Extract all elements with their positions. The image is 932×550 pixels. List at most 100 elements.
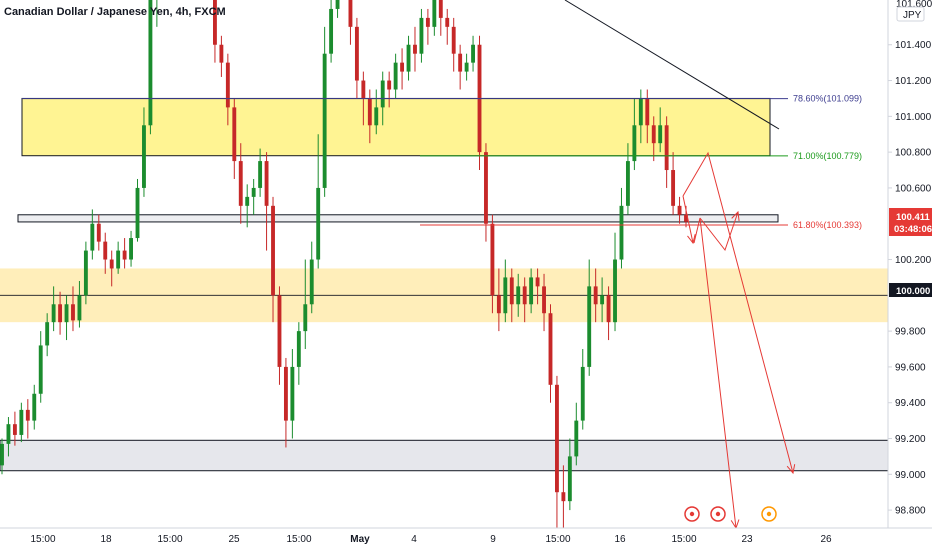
- candle-body: [522, 286, 527, 305]
- price-tick-label: 101.200: [895, 76, 932, 87]
- candle-body: [438, 0, 443, 18]
- candle-body: [367, 98, 372, 126]
- last-price-badge: [889, 208, 932, 236]
- last-price-value: 100.411: [896, 212, 931, 223]
- candle-body: [387, 80, 392, 90]
- candle-body: [290, 366, 295, 421]
- candle-body: [535, 277, 540, 287]
- zones-layer: [0, 97, 889, 472]
- economic-event-dot: [689, 511, 695, 517]
- candle-body: [625, 161, 630, 206]
- time-tick-label: 15:00: [671, 534, 696, 545]
- candle-body: [587, 286, 592, 367]
- price-tick-label: 100.800: [895, 148, 932, 159]
- currency-label: JPY: [903, 10, 922, 21]
- projection-path[interactable]: [693, 217, 737, 529]
- projection-path[interactable]: [682, 195, 694, 244]
- time-tick-label: 15:00: [286, 534, 311, 545]
- time-axis-panel[interactable]: [0, 528, 932, 550]
- candle-body: [651, 125, 656, 144]
- fib-level-label: 61.80%(100.393): [793, 220, 862, 230]
- time-tick-label: 26: [820, 534, 832, 545]
- candle-body: [296, 331, 301, 367]
- candle-body: [6, 424, 11, 444]
- countdown-value: 03:48:06: [894, 224, 932, 235]
- candle-body: [96, 223, 101, 242]
- price-axis-panel[interactable]: [888, 0, 932, 550]
- projection-path[interactable]: [699, 211, 739, 252]
- trendline[interactable]: [564, 0, 780, 130]
- time-tick-label: 16: [614, 534, 626, 545]
- price-tick-label: 101.000: [895, 112, 932, 123]
- candle-body: [116, 250, 121, 269]
- candle-body: [567, 456, 572, 502]
- candle-body: [471, 44, 475, 63]
- projection-path[interactable]: [682, 151, 794, 474]
- candle-body: [232, 107, 237, 162]
- candle-body: [509, 277, 514, 305]
- candle-body: [271, 205, 275, 296]
- candle-body: [580, 366, 585, 421]
- candle-body: [516, 286, 521, 305]
- candle-body: [316, 187, 321, 260]
- supply-zone[interactable]: [21, 97, 771, 157]
- candle-body: [561, 492, 566, 502]
- candle-body: [103, 241, 108, 260]
- candle-body: [445, 17, 450, 27]
- candle-body: [309, 259, 314, 305]
- time-tick-label: 25: [228, 534, 240, 545]
- candle-body: [380, 80, 385, 108]
- candle-body: [645, 98, 650, 126]
- candle-body: [451, 26, 456, 54]
- price-tick-label: 99.200: [895, 434, 926, 445]
- time-tick-label: 15:00: [157, 534, 182, 545]
- flip-zone[interactable]: [17, 214, 779, 223]
- candle-body: [32, 393, 37, 421]
- price-tick-label: 99.800: [895, 327, 926, 338]
- candle-body: [638, 98, 643, 126]
- candle-body: [671, 170, 676, 206]
- candle-body: [684, 214, 688, 222]
- candle-body: [458, 53, 463, 72]
- projection-arrowhead: [687, 234, 696, 245]
- candle-body: [225, 62, 230, 108]
- drawings-layer[interactable]: 78.60%(101.099) 71.00%(100.779) 61.80%(100…: [22, 0, 862, 530]
- candle-body: [277, 295, 282, 367]
- time-tick-label: 9: [490, 534, 496, 545]
- chart-title: Canadian Dollar / Japanese Yen, 4h, FXCM: [4, 6, 226, 18]
- candle-body: [555, 384, 559, 493]
- candle-body: [71, 304, 75, 321]
- support-zone[interactable]: [0, 439, 889, 472]
- price-tick-label: 100.200: [895, 255, 932, 266]
- candle-body: [503, 277, 508, 314]
- candle-body: [64, 304, 69, 323]
- candle-body: [619, 205, 624, 260]
- currency-button[interactable]: [896, 6, 925, 22]
- time-tick-label: May: [350, 534, 370, 545]
- time-axis: 15:00 18 15:00 25 15:00 May 4 9 15:00 16 15:00 23 26: [30, 534, 832, 545]
- candle-body: [283, 366, 288, 421]
- price-axis: 101.400 101.200 101.000 100.800 100.600 100.2…: [888, 40, 932, 517]
- candle-body: [496, 295, 501, 314]
- candle-body: [58, 304, 63, 323]
- candle-body: [464, 62, 469, 72]
- candle-body: [600, 295, 605, 305]
- candle-body: [613, 259, 617, 323]
- candle-body: [12, 424, 17, 435]
- candle-body: [45, 322, 50, 346]
- candle-body: [677, 205, 682, 215]
- candle-body: [361, 80, 366, 99]
- candle-body: [0, 443, 4, 466]
- level-price-badge: [889, 283, 932, 297]
- candle-body: [303, 304, 308, 332]
- time-tick-label: 18: [100, 534, 112, 545]
- candle-body: [25, 409, 30, 421]
- candle-body: [38, 345, 43, 394]
- candle-body: [264, 161, 269, 206]
- candle-body: [548, 313, 553, 385]
- candle-body: [484, 152, 488, 224]
- candle-body: [529, 277, 534, 305]
- candle-body: [129, 238, 133, 260]
- candle-body: [658, 125, 663, 144]
